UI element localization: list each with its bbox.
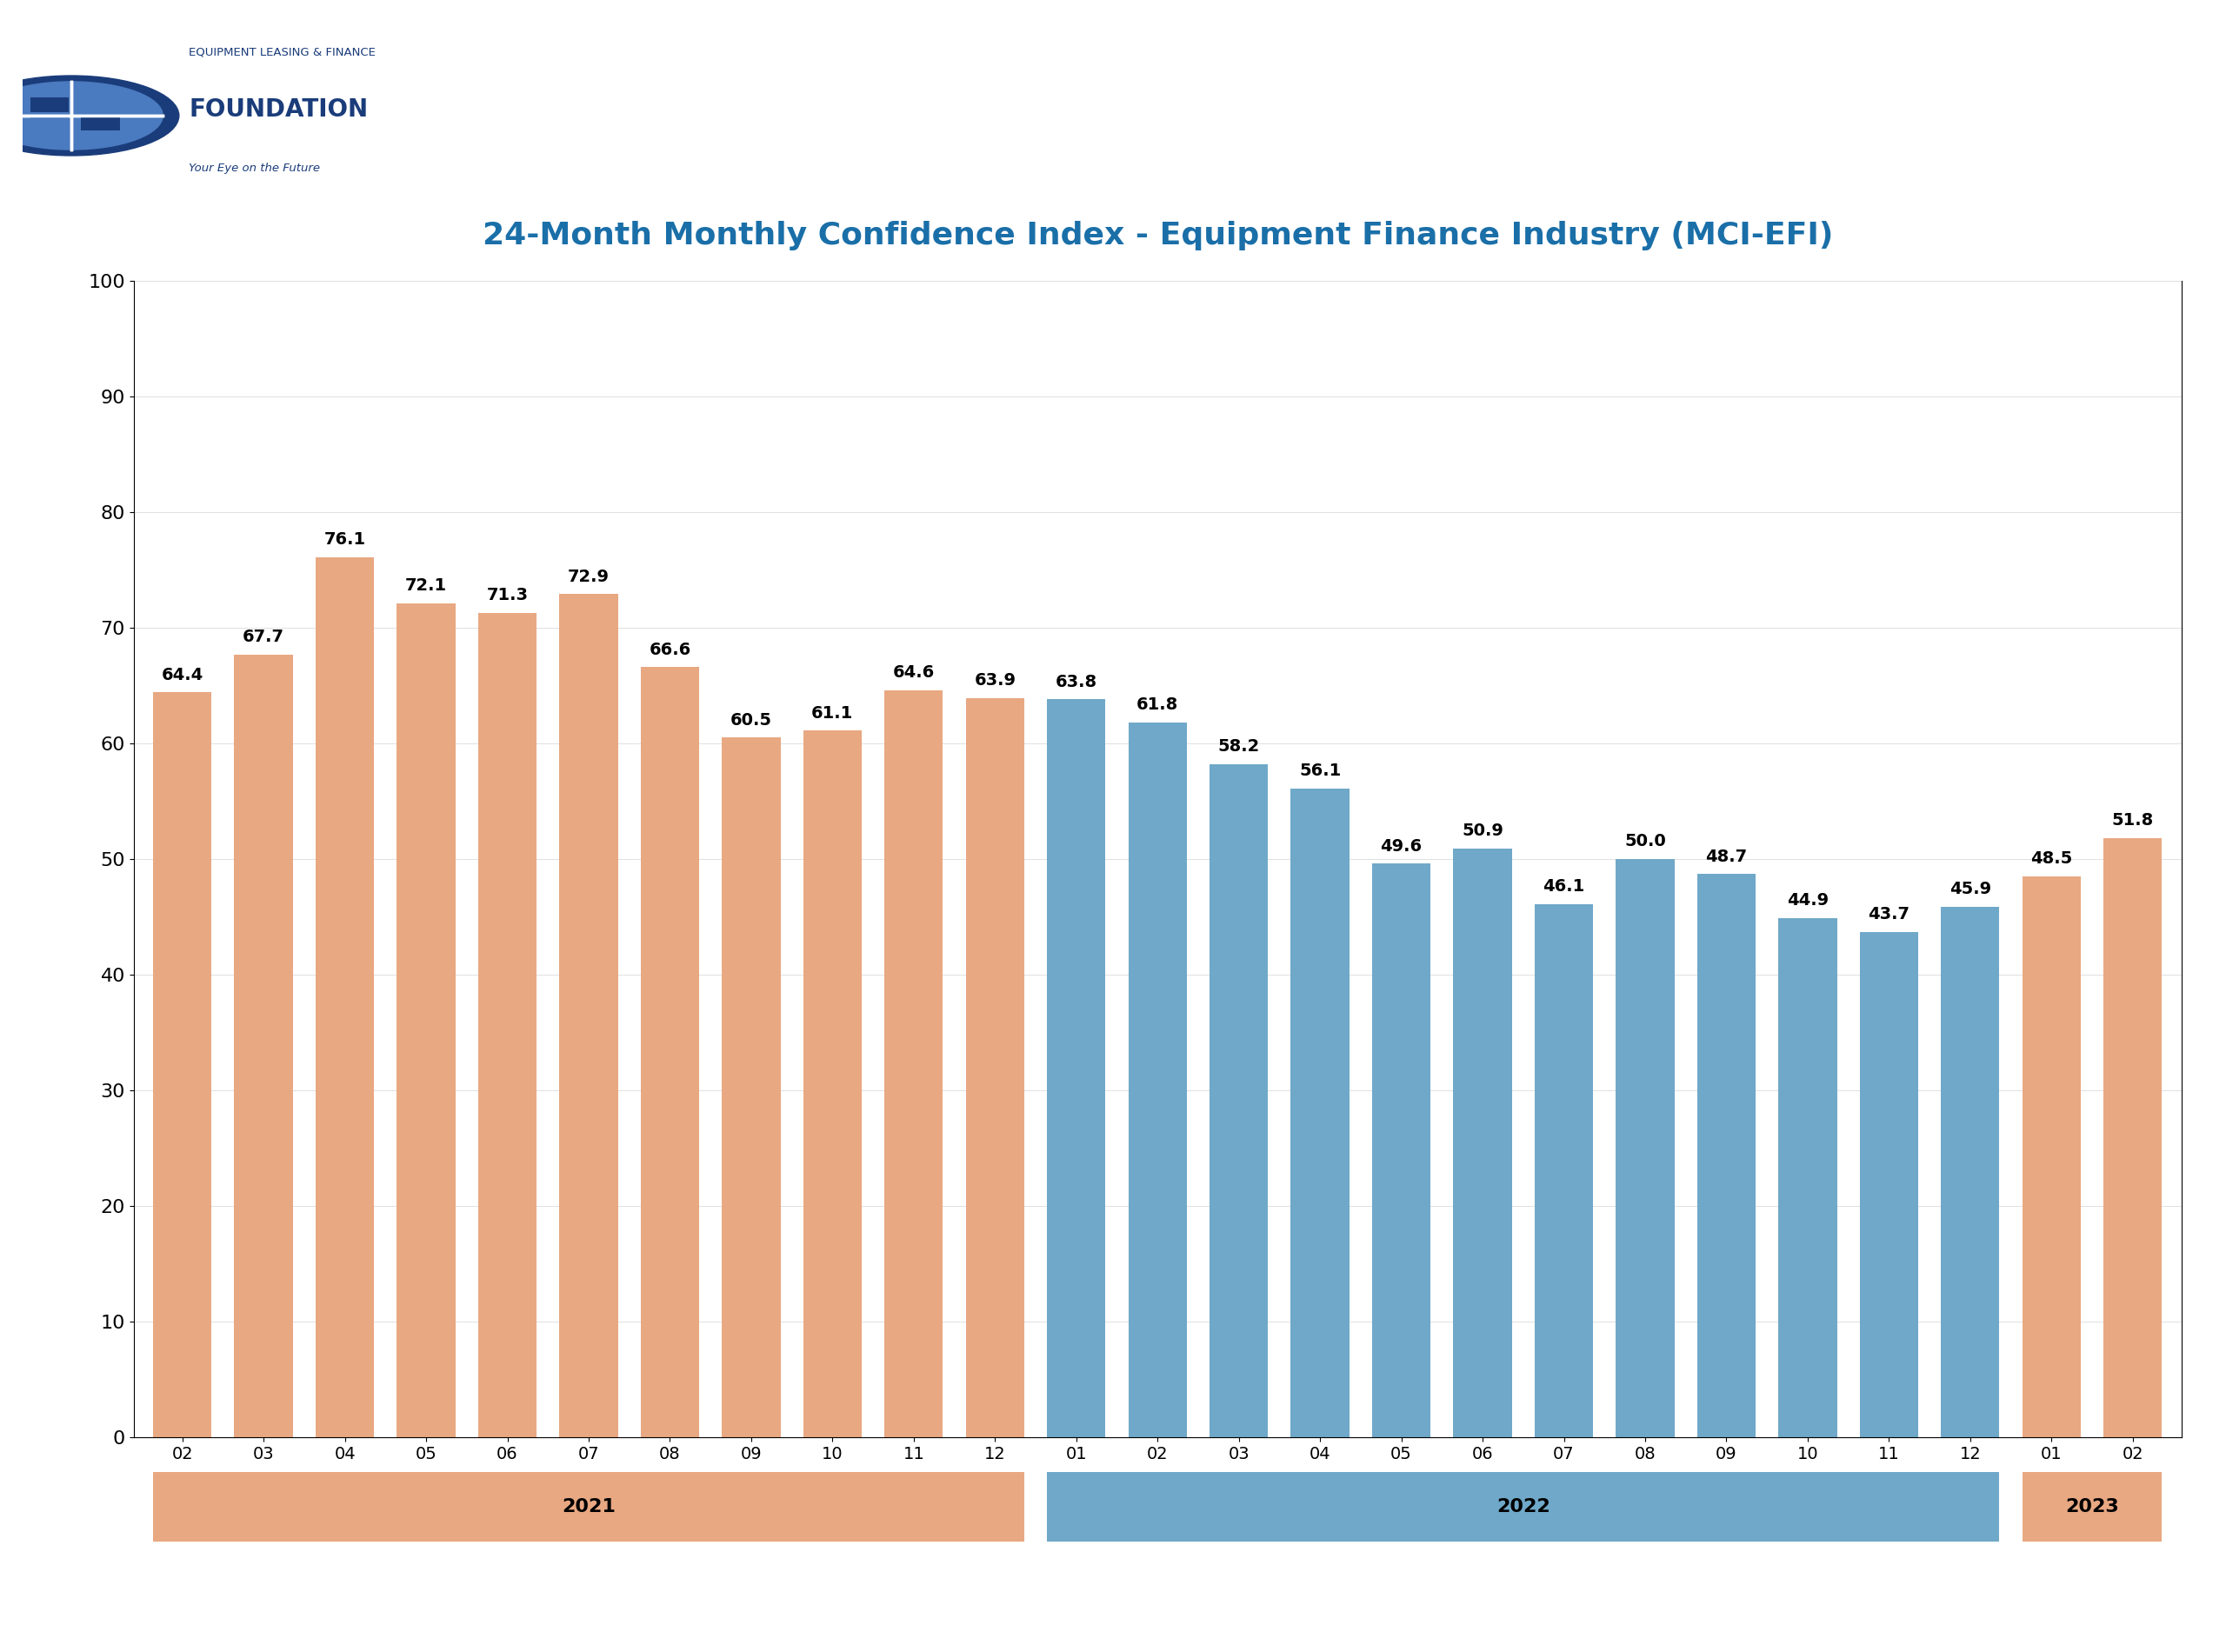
Text: 2022: 2022: [1496, 1498, 1549, 1515]
Text: 2021: 2021: [561, 1498, 617, 1515]
Text: 44.9: 44.9: [1787, 892, 1828, 909]
Bar: [2104, 838, 2161, 1437]
Text: 71.3: 71.3: [487, 586, 528, 603]
Circle shape: [0, 81, 162, 150]
Bar: [1209, 765, 1269, 1437]
Text: 49.6: 49.6: [1380, 838, 1422, 854]
Text: 48.7: 48.7: [1705, 849, 1747, 866]
Bar: [1291, 788, 1349, 1437]
Bar: [1534, 904, 1594, 1437]
Text: 61.1: 61.1: [812, 705, 853, 722]
Text: 66.6: 66.6: [650, 641, 690, 657]
Bar: [154, 692, 211, 1437]
Bar: [80, 97, 120, 112]
Bar: [1454, 849, 1511, 1437]
Text: 45.9: 45.9: [1950, 881, 1990, 897]
Text: 51.8: 51.8: [2112, 813, 2155, 829]
Text: 67.7: 67.7: [243, 628, 285, 644]
Text: 58.2: 58.2: [1218, 738, 1260, 755]
Text: 63.8: 63.8: [1055, 674, 1097, 691]
Text: 72.1: 72.1: [405, 578, 447, 595]
Text: 56.1: 56.1: [1300, 763, 1340, 780]
Bar: [2021, 876, 2081, 1437]
Bar: [641, 667, 699, 1437]
Text: 50.9: 50.9: [1462, 823, 1503, 839]
Text: 46.1: 46.1: [1543, 879, 1585, 895]
Text: 76.1: 76.1: [325, 532, 365, 548]
Bar: [234, 654, 294, 1437]
Bar: [396, 603, 456, 1437]
Bar: [559, 595, 619, 1437]
Bar: [31, 116, 69, 131]
Text: 2023: 2023: [2066, 1498, 2119, 1515]
Bar: [1616, 859, 1674, 1437]
Bar: [1371, 864, 1431, 1437]
Text: 48.5: 48.5: [2030, 851, 2072, 867]
Bar: [2021, 1472, 2161, 1541]
Text: 60.5: 60.5: [730, 712, 772, 729]
Bar: [1859, 932, 1919, 1437]
Bar: [1129, 722, 1186, 1437]
Bar: [1779, 919, 1836, 1437]
Text: 72.9: 72.9: [568, 568, 610, 585]
Circle shape: [0, 76, 178, 155]
Bar: [1941, 907, 1999, 1437]
Bar: [966, 699, 1024, 1437]
Text: FOUNDATION: FOUNDATION: [189, 97, 367, 122]
Text: Your Eye on the Future: Your Eye on the Future: [189, 162, 321, 173]
Text: 64.6: 64.6: [893, 664, 935, 681]
Bar: [479, 613, 536, 1437]
Text: 50.0: 50.0: [1625, 833, 1665, 849]
Text: 64.4: 64.4: [160, 667, 203, 684]
Text: 61.8: 61.8: [1137, 697, 1178, 714]
Bar: [31, 97, 69, 112]
Bar: [721, 737, 781, 1437]
Text: 43.7: 43.7: [1868, 905, 1910, 922]
Bar: [1046, 1472, 1999, 1541]
Bar: [154, 1472, 1024, 1541]
Title: 24-Month Monthly Confidence Index - Equipment Finance Industry (MCI-EFI): 24-Month Monthly Confidence Index - Equi…: [483, 221, 1832, 251]
Bar: [316, 557, 374, 1437]
Bar: [1046, 699, 1106, 1437]
Bar: [804, 730, 861, 1437]
Bar: [884, 691, 944, 1437]
Bar: [80, 116, 120, 131]
Text: EQUIPMENT LEASING & FINANCE: EQUIPMENT LEASING & FINANCE: [189, 46, 376, 58]
Text: 63.9: 63.9: [975, 672, 1015, 689]
Bar: [1696, 874, 1756, 1437]
